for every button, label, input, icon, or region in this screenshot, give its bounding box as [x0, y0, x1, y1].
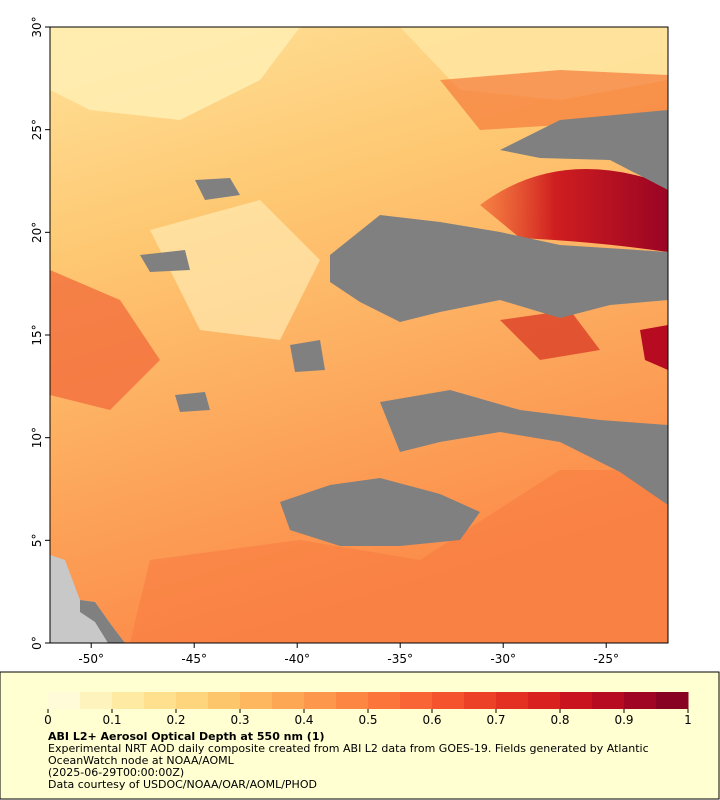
colorbar-swatch — [112, 692, 145, 709]
colorbar-tick-label: 0.2 — [166, 713, 185, 727]
colorbar-swatch — [176, 692, 209, 709]
colorbar-swatch — [560, 692, 593, 709]
x-tick-label: -30° — [490, 652, 516, 666]
colorbar-tick-label: 0.8 — [550, 713, 569, 727]
colorbar-swatch — [464, 692, 497, 709]
y-tick-label: 5° — [30, 534, 44, 548]
colorbar-tick-label: 0.9 — [614, 713, 633, 727]
colorbar-swatch — [48, 692, 81, 709]
colorbar-swatch — [208, 692, 241, 709]
x-tick-label: -45° — [181, 652, 207, 666]
x-tick-label: -50° — [78, 652, 104, 666]
colorbar-tick-label: 0.7 — [486, 713, 505, 727]
x-tick-label: -40° — [284, 652, 310, 666]
y-tick-label: 15° — [30, 324, 44, 345]
land-coast — [80, 600, 125, 643]
colorbar-swatch — [592, 692, 625, 709]
colorbar-tick-label: 0.3 — [230, 713, 249, 727]
caption-description: Experimental NRT AOD daily composite cre… — [48, 742, 649, 767]
caption: ABI L2+ Aerosol Optical Depth at 550 nm … — [48, 731, 674, 791]
y-tick-label: 10° — [30, 427, 44, 448]
x-tick-label: -35° — [387, 652, 413, 666]
colorbar-swatch — [304, 692, 337, 709]
caption-title: ABI L2+ Aerosol Optical Depth at 550 nm … — [48, 730, 325, 743]
colorbar-swatch — [240, 692, 273, 709]
colorbar-swatch — [624, 692, 657, 709]
colorbar-tick-label: 0 — [44, 713, 52, 727]
y-tick-label: 30° — [30, 16, 44, 37]
x-tick-label: -25° — [593, 652, 619, 666]
no-data — [140, 110, 668, 546]
colorbar-swatch — [272, 692, 305, 709]
colorbar-swatch — [368, 692, 401, 709]
y-tick-label: 20° — [30, 222, 44, 243]
caption-time: (2025-06-29T00:00:00Z) — [48, 766, 185, 779]
colorbar-tick-label: 1 — [684, 713, 692, 727]
colorbar-tick-label: 0.4 — [294, 713, 313, 727]
y-tick-label: 25° — [30, 119, 44, 140]
y-tick-label: 0° — [30, 636, 44, 650]
colorbar-swatch — [528, 692, 561, 709]
colorbar-swatch — [336, 692, 369, 709]
colorbar-tick-label: 0.5 — [358, 713, 377, 727]
colorbar-swatch — [80, 692, 113, 709]
colorbar-swatch — [496, 692, 529, 709]
colorbar-tick-label: 0.1 — [102, 713, 121, 727]
colorbar-swatch — [144, 692, 177, 709]
colorbar-swatch — [400, 692, 433, 709]
colorbar-swatch — [656, 692, 689, 709]
colorbar-tick-label: 0.6 — [422, 713, 441, 727]
caption-credit: Data courtesy of USDOC/NOAA/OAR/AOML/PHO… — [48, 778, 317, 791]
colorbar-swatch — [432, 692, 465, 709]
